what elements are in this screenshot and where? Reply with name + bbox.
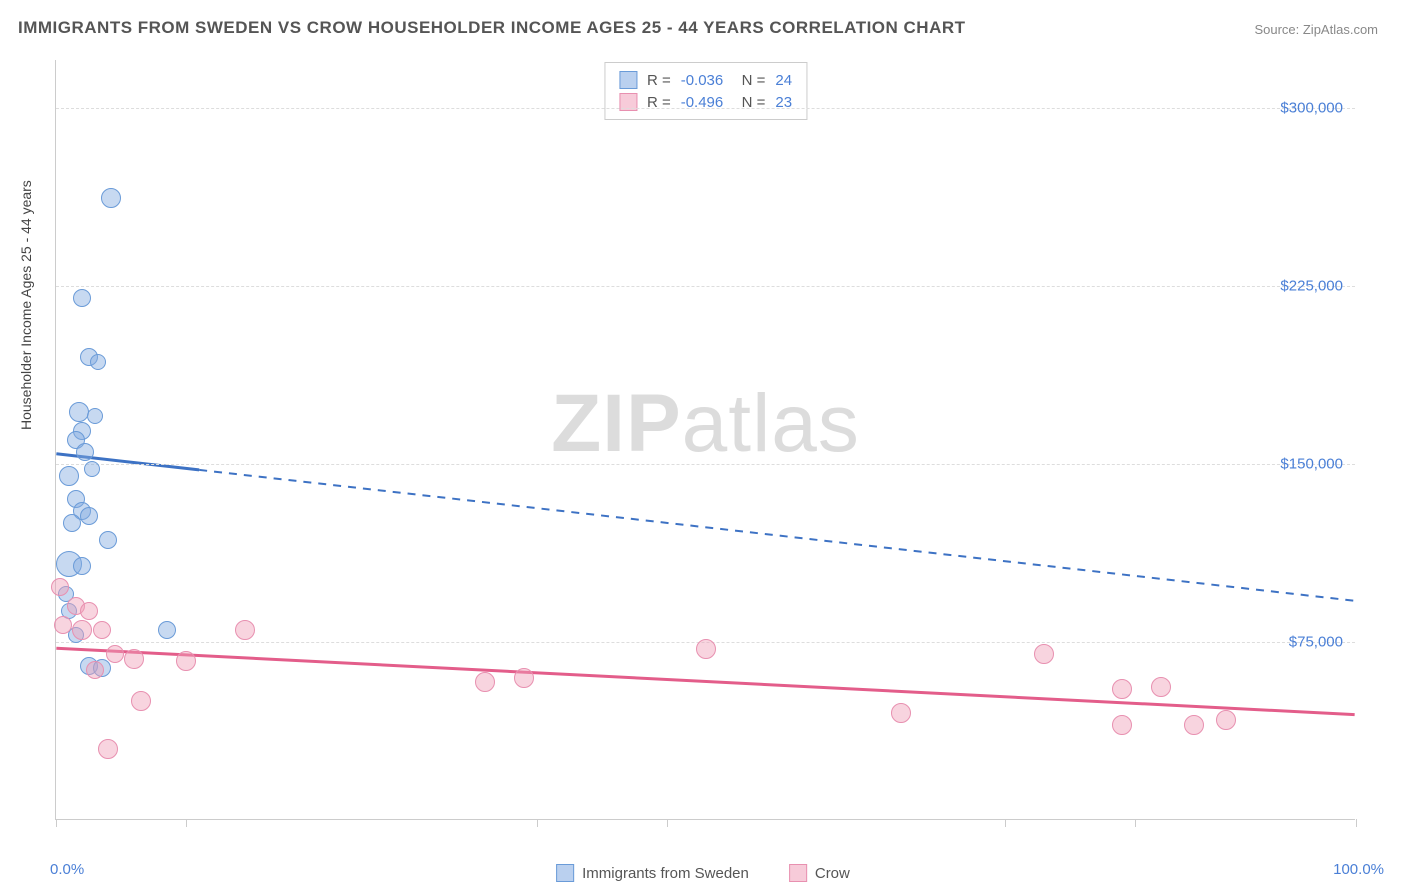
scatter-point xyxy=(76,443,94,461)
trend-line-dashed xyxy=(199,470,1354,601)
gridline-horizontal xyxy=(56,464,1355,465)
watermark: ZIPatlas xyxy=(551,377,860,471)
source-attribution: Source: ZipAtlas.com xyxy=(1254,22,1378,37)
scatter-point xyxy=(73,557,91,575)
chart-title: IMMIGRANTS FROM SWEDEN VS CROW HOUSEHOLD… xyxy=(18,18,966,38)
scatter-point xyxy=(90,354,106,370)
x-tick xyxy=(1135,819,1136,827)
legend-label: Immigrants from Sweden xyxy=(582,865,749,882)
scatter-point xyxy=(106,645,124,663)
gridline-horizontal xyxy=(56,108,1355,109)
y-tick-label: $75,000 xyxy=(1289,633,1343,650)
scatter-point xyxy=(158,621,176,639)
x-tick xyxy=(1356,819,1357,827)
scatter-point xyxy=(93,621,111,639)
scatter-point xyxy=(475,672,495,692)
scatter-point xyxy=(51,578,69,596)
scatter-point xyxy=(1112,679,1132,699)
chart-container: IMMIGRANTS FROM SWEDEN VS CROW HOUSEHOLD… xyxy=(0,0,1406,892)
scatter-point xyxy=(84,461,100,477)
scatter-point xyxy=(1034,644,1054,664)
scatter-point xyxy=(696,639,716,659)
legend-r-label: R = xyxy=(647,72,671,89)
x-axis-max-label: 100.0% xyxy=(1333,861,1384,878)
legend-row-series-1: R = -0.036 N = 24 xyxy=(619,69,792,91)
watermark-rest: atlas xyxy=(682,378,860,469)
x-tick xyxy=(537,819,538,827)
legend-swatch-icon xyxy=(556,864,574,882)
scatter-point xyxy=(99,531,117,549)
scatter-point xyxy=(59,466,79,486)
scatter-point xyxy=(1184,715,1204,735)
legend-n-label: N = xyxy=(733,72,765,89)
scatter-point xyxy=(86,661,104,679)
scatter-point xyxy=(176,651,196,671)
legend-row-series-2: R = -0.496 N = 23 xyxy=(619,91,792,113)
scatter-point xyxy=(73,289,91,307)
legend-item-series-2: Crow xyxy=(789,864,850,882)
scatter-point xyxy=(80,602,98,620)
y-axis-label: Householder Income Ages 25 - 44 years xyxy=(18,180,34,430)
legend-r-value: -0.036 xyxy=(681,72,724,89)
scatter-point xyxy=(124,649,144,669)
series-legend: Immigrants from Sweden Crow xyxy=(556,864,850,882)
legend-label: Crow xyxy=(815,865,850,882)
x-tick xyxy=(186,819,187,827)
x-tick xyxy=(56,819,57,827)
scatter-point xyxy=(101,188,121,208)
legend-swatch-icon xyxy=(789,864,807,882)
scatter-point xyxy=(1112,715,1132,735)
scatter-point xyxy=(54,616,72,634)
gridline-horizontal xyxy=(56,286,1355,287)
y-tick-label: $150,000 xyxy=(1280,455,1343,472)
legend-swatch-icon xyxy=(619,71,637,89)
legend-n-value: 24 xyxy=(775,72,792,89)
y-tick-label: $300,000 xyxy=(1280,99,1343,116)
correlation-legend: R = -0.036 N = 24 R = -0.496 N = 23 xyxy=(604,62,807,120)
scatter-point xyxy=(80,507,98,525)
scatter-point xyxy=(63,514,81,532)
scatter-point xyxy=(72,620,92,640)
x-axis-min-label: 0.0% xyxy=(50,861,84,878)
scatter-point xyxy=(891,703,911,723)
y-tick-label: $225,000 xyxy=(1280,277,1343,294)
watermark-bold: ZIP xyxy=(551,378,682,469)
x-tick xyxy=(667,819,668,827)
scatter-point xyxy=(1151,677,1171,697)
scatter-point xyxy=(87,408,103,424)
scatter-point xyxy=(131,691,151,711)
scatter-point xyxy=(235,620,255,640)
plot-area: ZIPatlas R = -0.036 N = 24 R = -0.496 N … xyxy=(55,60,1355,820)
scatter-point xyxy=(98,739,118,759)
trend-lines-svg xyxy=(56,60,1355,819)
scatter-point xyxy=(1216,710,1236,730)
legend-item-series-1: Immigrants from Sweden xyxy=(556,864,749,882)
x-tick xyxy=(1005,819,1006,827)
scatter-point xyxy=(514,668,534,688)
